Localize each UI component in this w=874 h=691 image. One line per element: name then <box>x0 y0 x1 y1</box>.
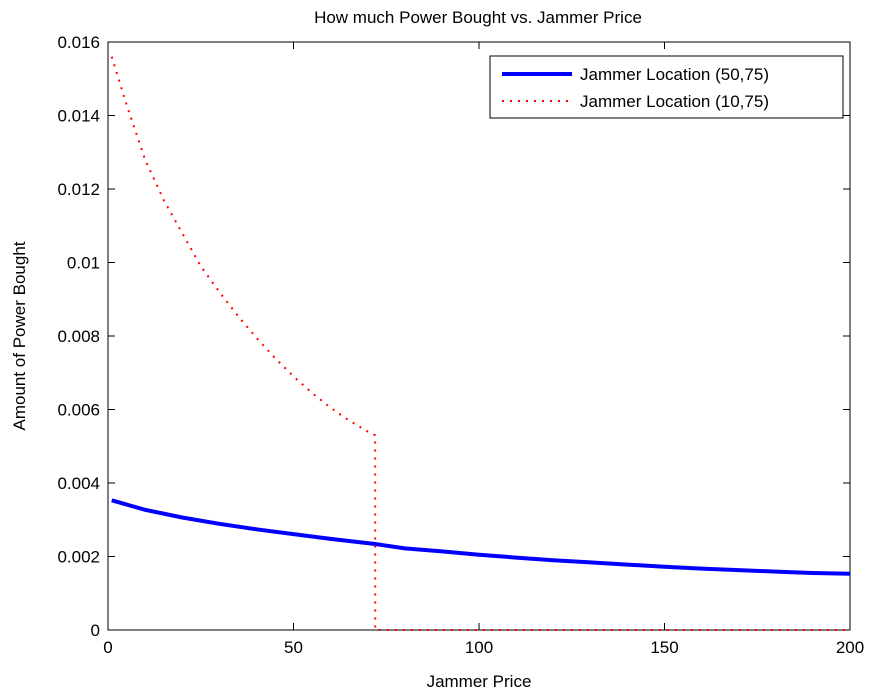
legend-label-series-2: Jammer Location (10,75) <box>580 92 769 111</box>
x-tick-label: 0 <box>103 638 112 657</box>
legend-label-series-1: Jammer Location (50,75) <box>580 65 769 84</box>
series-layer <box>110 56 851 631</box>
y-axis: 0 0.002 0.004 0.006 0.008 0.01 0.012 0.014 0.016 <box>57 33 850 640</box>
x-axis: 0 50 100 150 200 <box>103 42 864 657</box>
y-tick-label: 0.004 <box>57 474 100 493</box>
y-tick-label: 0.01 <box>67 254 100 273</box>
y-tick-label: 0.016 <box>57 33 100 52</box>
y-tick-label: 0.012 <box>57 180 100 199</box>
y-axis-label: Amount of Power Bought <box>10 241 29 430</box>
axes-box <box>107 41 851 631</box>
y-tick-label: 0.002 <box>57 548 100 567</box>
y-tick-label: 0.008 <box>57 327 100 346</box>
legend: Jammer Location (50,75) Jammer Location … <box>489 55 844 119</box>
legend-box <box>489 55 844 119</box>
series-line-2 <box>110 56 850 631</box>
plot-area <box>107 41 851 631</box>
x-axis-label: Jammer Price <box>427 672 532 691</box>
y-tick-label: 0.014 <box>57 107 100 126</box>
x-tick-label: 150 <box>650 638 678 657</box>
series-line-1 <box>111 498 851 576</box>
x-tick-label: 100 <box>465 638 493 657</box>
y-tick-label: 0.006 <box>57 401 100 420</box>
x-tick-label: 50 <box>284 638 303 657</box>
x-tick-label: 200 <box>836 638 864 657</box>
chart-title: How much Power Bought vs. Jammer Price <box>314 8 642 27</box>
y-tick-label: 0 <box>91 621 100 640</box>
